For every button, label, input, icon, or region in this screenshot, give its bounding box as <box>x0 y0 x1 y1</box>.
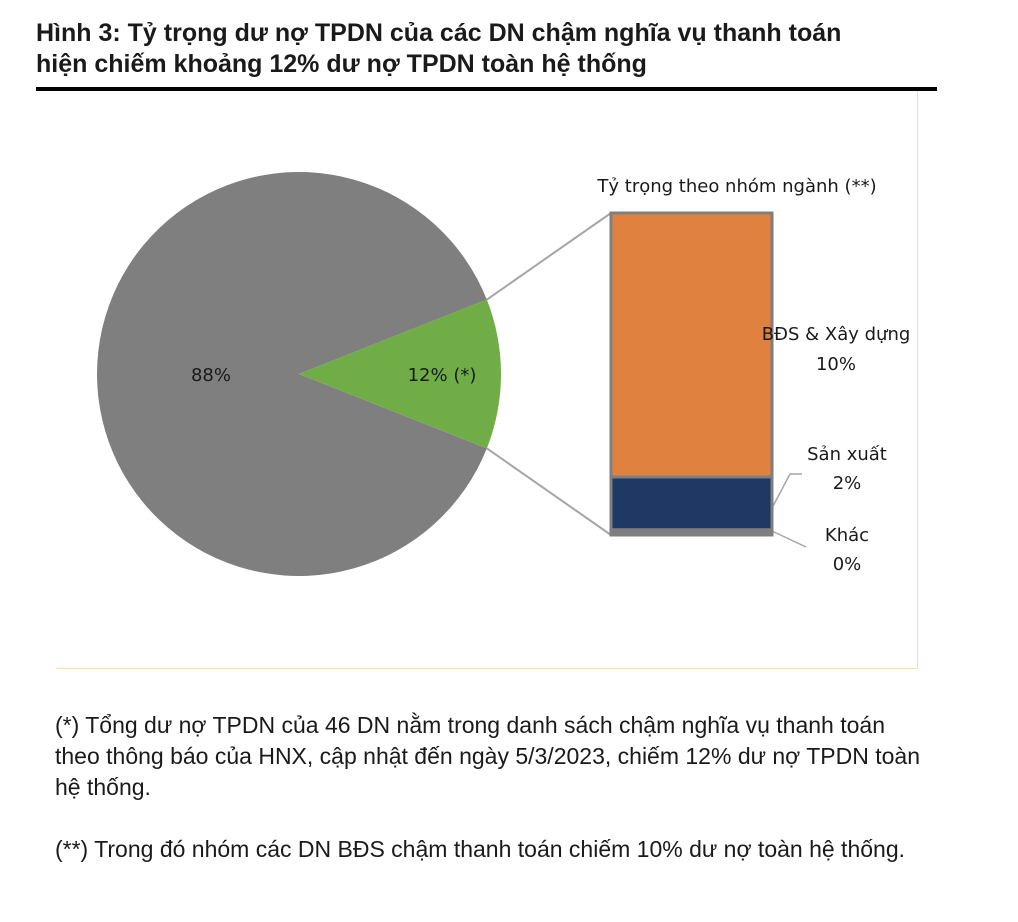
figure-title-line-2: hiện chiếm khoảng 12% dư nợ TPDN toàn hệ… <box>36 50 647 78</box>
pie-slice-88 <box>96 171 487 576</box>
chart-frame <box>56 91 918 669</box>
pie-slice-12-label: 12% (*) <box>408 365 477 386</box>
leader-line-1 <box>771 473 802 509</box>
figure-title: Hình 3: Tỷ trọng dư nợ TPDN của các DN c… <box>36 18 936 80</box>
bar-segment-2-name: BĐS & Xây dựng <box>762 324 911 345</box>
bar-segment-1 <box>609 475 774 532</box>
title-rule <box>36 87 937 91</box>
bar-title: Tỷ trọng theo nhóm ngành (**) <box>596 176 876 197</box>
pie-slice-88-label: 88% <box>191 365 231 386</box>
connector-bottom <box>486 447 612 536</box>
footnote-1: (*) Tổng dư nợ TPDN của 46 DN nằm trong … <box>55 712 921 800</box>
connector-top <box>486 212 612 301</box>
bar-segment-1-name: Sản xuất <box>807 444 887 465</box>
bar-segment-1-value: 2% <box>833 473 862 494</box>
figure-title-line-1: Hình 3: Tỷ trọng dư nợ TPDN của các DN c… <box>36 19 842 47</box>
bar-segment-0-name: Khác <box>825 525 869 546</box>
bar-segment-2 <box>609 211 774 479</box>
bar-segment-0-value: 0% <box>833 554 862 575</box>
bar-segment-2-value: 10% <box>816 354 856 375</box>
footnotes: (*) Tổng dư nợ TPDN của 46 DN nằm trong … <box>55 710 920 896</box>
pie-slice-12 <box>299 299 501 449</box>
leader-line-0 <box>771 530 807 548</box>
footnote-2: (**) Trong đó nhóm các DN BĐS chậm thanh… <box>55 836 906 862</box>
